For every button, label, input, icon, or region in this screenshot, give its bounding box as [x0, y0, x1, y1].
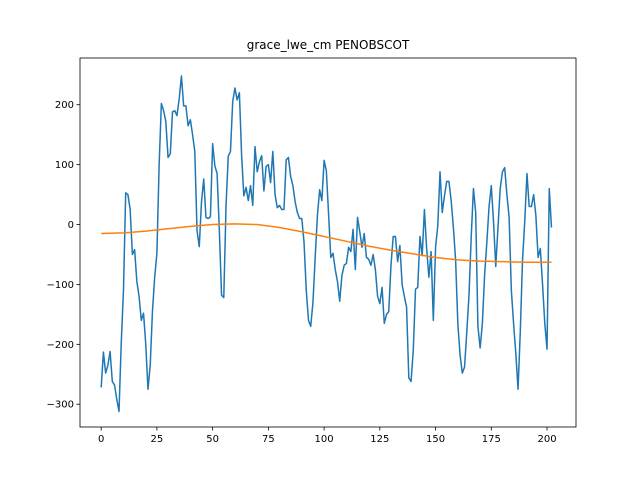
x-tick-label: 100 [315, 434, 334, 445]
x-tick-label: 150 [426, 434, 445, 445]
series-line-1 [100, 75, 553, 413]
x-tick-label: 175 [482, 434, 501, 445]
y-tick-label: −300 [47, 400, 74, 411]
y-tick-label: −200 [47, 340, 74, 351]
y-tick-label: −100 [47, 280, 74, 291]
series-layer [100, 75, 553, 413]
y-tick-label: 200 [55, 100, 74, 111]
x-tick-label: 50 [206, 434, 219, 445]
x-tick-label: 25 [151, 434, 164, 445]
x-tick-label: 200 [537, 434, 556, 445]
plot-frame [79, 57, 577, 428]
x-tick-label: 125 [370, 434, 389, 445]
x-tick-label: 0 [98, 434, 104, 445]
chart-title: grace_lwe_cm PENOBSCOT [247, 38, 410, 52]
y-tick-label: 100 [55, 160, 74, 171]
axes-layer: 0 25 50 75 100 125 150 175 200 −300 −200 −100 0 100 20… [47, 100, 557, 445]
series-line-2 [101, 223, 552, 264]
x-tick-label: 75 [262, 434, 275, 445]
y-tick-label: 0 [68, 220, 74, 231]
